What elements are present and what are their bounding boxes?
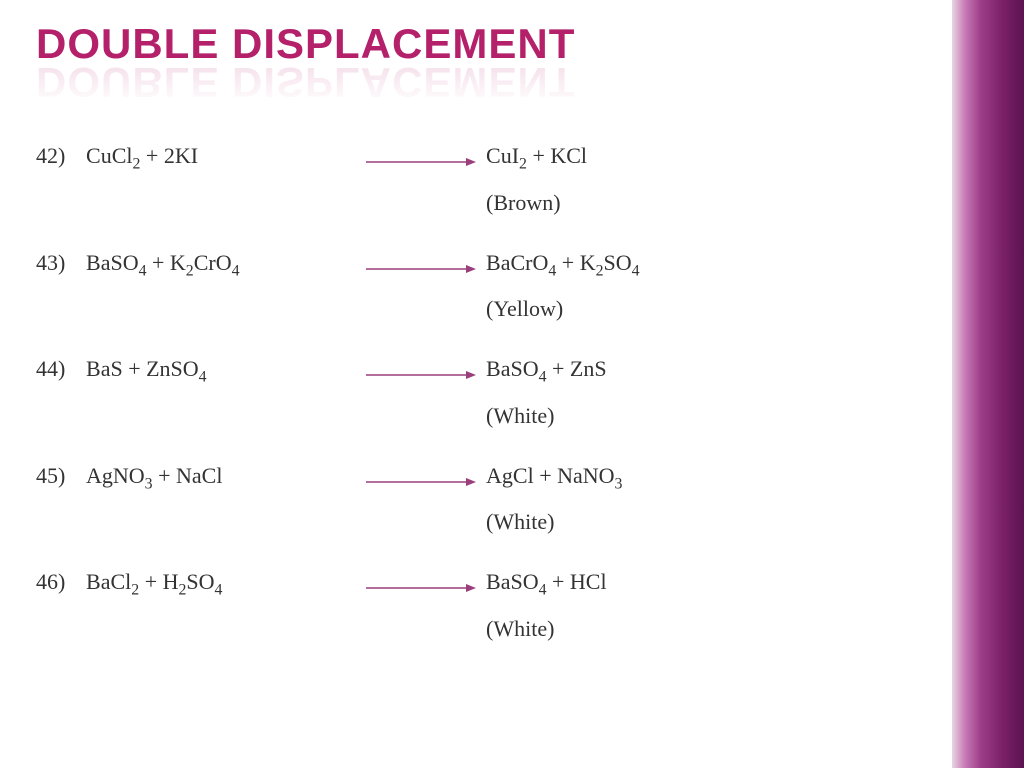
accent-bar (952, 0, 1024, 768)
equation-note: (White) (486, 502, 912, 542)
equation-right: AgCl + NaNO3(White) (486, 456, 912, 543)
equation-note: (White) (486, 609, 912, 649)
equation-left: CuCl2 + 2KI (86, 136, 366, 179)
slide: Double Displacement Double Displacement … (0, 0, 1024, 768)
arrow-icon (366, 136, 486, 182)
equation-number: 42) (36, 136, 86, 176)
equation-row: 45)AgNO3 + NaCl AgCl + NaNO3(White) (36, 456, 912, 543)
equation-number: 44) (36, 349, 86, 389)
equation-number: 46) (36, 562, 86, 602)
content-area: Double Displacement Double Displacement … (0, 0, 952, 768)
equation-left: BaCl2 + H2SO4 (86, 562, 366, 605)
equation-note: (White) (486, 396, 912, 436)
equation-number: 45) (36, 456, 86, 496)
arrow-icon (366, 243, 486, 289)
slide-title-reflection: Double Displacement (36, 58, 912, 106)
arrow-icon (366, 562, 486, 608)
equations-list: 42)CuCl2 + 2KICuI2 + KCl(Brown)43)BaSO4 … (36, 136, 912, 649)
equation-note: (Brown) (486, 183, 912, 223)
equation-right: CuI2 + KCl(Brown) (486, 136, 912, 223)
equation-left: AgNO3 + NaCl (86, 456, 366, 499)
equation-row: 42)CuCl2 + 2KI CuI2 + KCl(Brown) (36, 136, 912, 223)
equation-number: 43) (36, 243, 86, 283)
equation-left: BaS + ZnSO4 (86, 349, 366, 392)
title-wrap: Double Displacement Double Displacement (36, 20, 912, 106)
arrow-icon (366, 349, 486, 395)
equation-left: BaSO4 + K2CrO4 (86, 243, 366, 286)
equation-right: BaSO4 + ZnS(White) (486, 349, 912, 436)
equation-row: 44)BaS + ZnSO4 BaSO4 + ZnS(White) (36, 349, 912, 436)
equation-row: 46)BaCl2 + H2SO4 BaSO4 + HCl(White) (36, 562, 912, 649)
equation-row: 43)BaSO4 + K2CrO4 BaCrO4 + K2SO4(Yellow) (36, 243, 912, 330)
equation-right: BaCrO4 + K2SO4(Yellow) (486, 243, 912, 330)
equation-right: BaSO4 + HCl(White) (486, 562, 912, 649)
arrow-icon (366, 456, 486, 502)
equation-note: (Yellow) (486, 289, 912, 329)
